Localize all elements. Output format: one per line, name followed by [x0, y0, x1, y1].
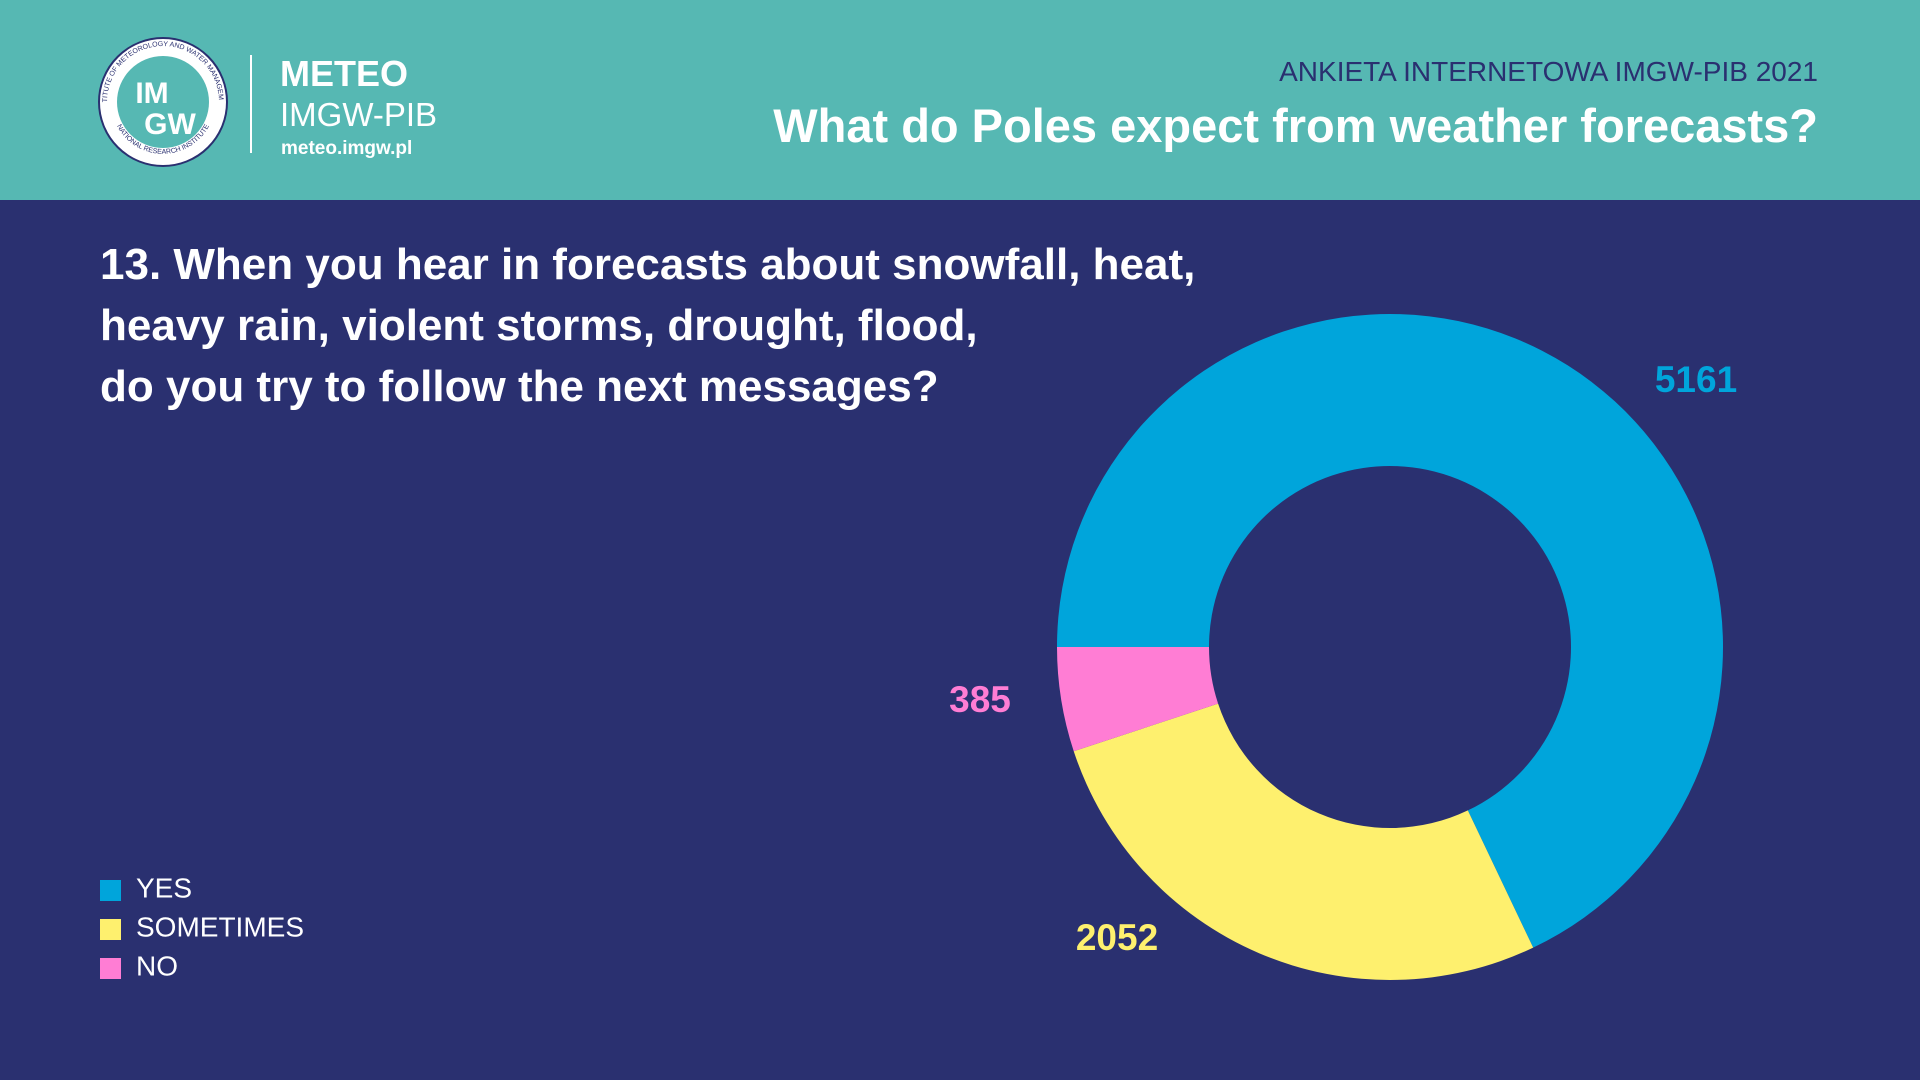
- survey-label: ANKIETA INTERNETOWA IMGW-PIB 2021: [1279, 56, 1818, 87]
- legend-label: SOMETIMES: [136, 911, 304, 942]
- logo-gw: GW: [144, 108, 196, 141]
- donut-slice: [1057, 314, 1723, 948]
- value-label: 2052: [1076, 917, 1158, 958]
- header-title: What do Poles expect from weather foreca…: [773, 99, 1818, 152]
- value-label: 385: [949, 679, 1011, 720]
- legend-swatch: [100, 919, 121, 940]
- chart: 13. When you hear in forecasts about sno…: [100, 240, 1737, 981]
- legend-label: YES: [136, 872, 192, 903]
- question-line: do you try to follow the next messages?: [100, 362, 939, 411]
- value-label: 5161: [1655, 359, 1737, 400]
- donut-slice: [1073, 703, 1534, 980]
- logo-im: IM: [135, 77, 168, 110]
- question-line: heavy rain, violent storms, drought, flo…: [100, 301, 978, 350]
- donut-slice: [1057, 647, 1219, 752]
- logo-inner: [117, 56, 209, 148]
- brand-sub: IMGW-PIB: [280, 96, 437, 133]
- url: meteo.imgw.pl: [281, 138, 412, 159]
- legend-swatch: [100, 958, 121, 979]
- legend-label: NO: [136, 950, 178, 981]
- question-line: 13. When you hear in forecasts about sno…: [100, 240, 1195, 289]
- legend-swatch: [100, 880, 121, 901]
- brand: METEO: [280, 53, 408, 94]
- header-band: [0, 0, 1920, 200]
